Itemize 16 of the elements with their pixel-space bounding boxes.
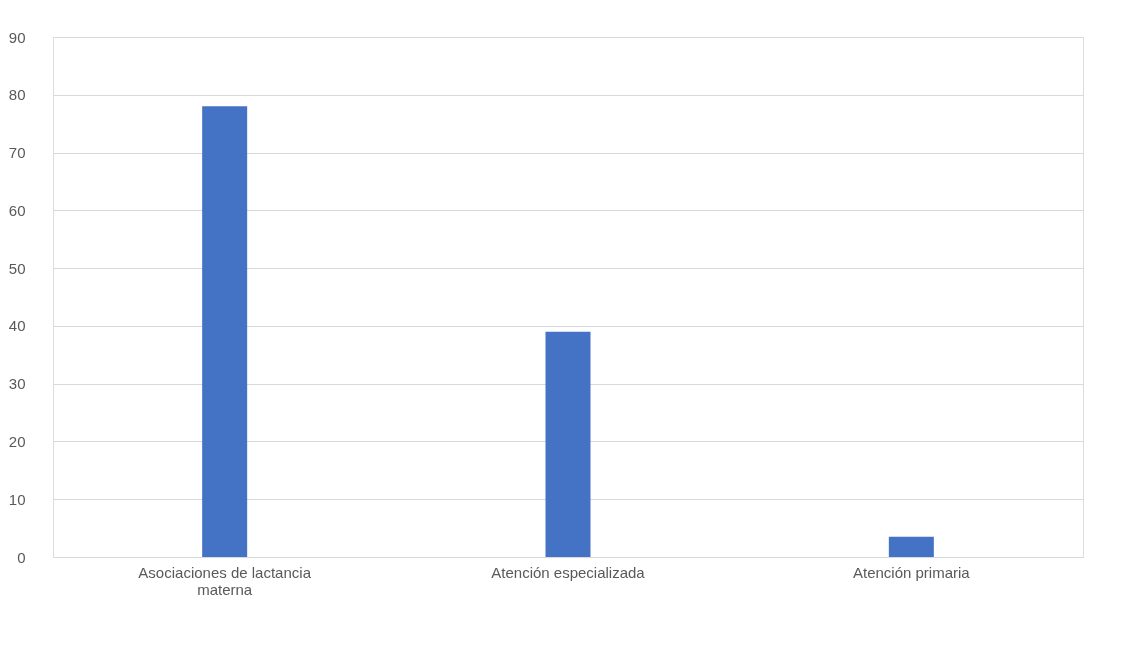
- x-tick-label: Asociaciones de lactancia materna: [138, 563, 312, 598]
- bar: [545, 331, 591, 557]
- bar: [888, 536, 934, 557]
- y-tick-label: 10: [8, 490, 26, 508]
- y-tick-label: 90: [8, 28, 26, 46]
- y-tick-label: 50: [8, 259, 26, 277]
- y-tick-label: 0: [17, 548, 26, 566]
- bar: [202, 106, 248, 557]
- y-tick-label: 20: [8, 432, 26, 450]
- y-tick-label: 80: [8, 86, 26, 104]
- y-tick-label: 40: [8, 317, 26, 335]
- x-tick-label: Atención especializada: [491, 563, 646, 581]
- x-tick-label: Atención primaria: [852, 563, 971, 581]
- y-tick-label: 30: [8, 375, 26, 393]
- y-tick-label: 60: [8, 201, 26, 219]
- y-tick-label: 70: [8, 144, 26, 162]
